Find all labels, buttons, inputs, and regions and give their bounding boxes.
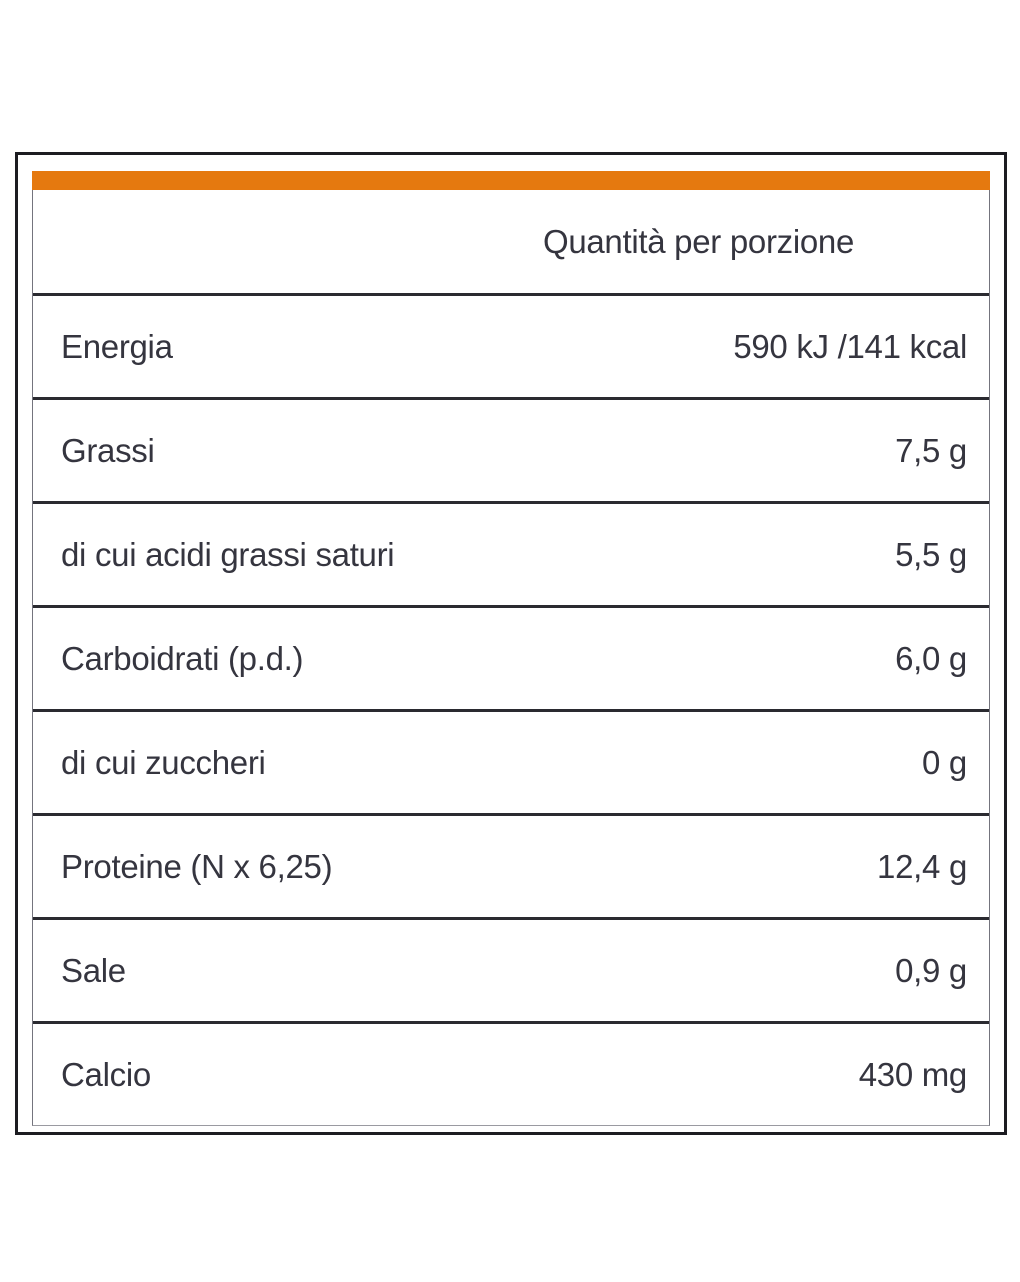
nutrient-row: Calcio 430 mg (33, 1021, 989, 1125)
nutrient-value: 590 kJ /141 kcal (733, 327, 967, 365)
accent-bar (32, 171, 990, 190)
nutrient-label: Sale (61, 951, 126, 989)
nutrient-label: di cui zuccheri (61, 743, 266, 781)
nutrient-value: 0,9 g (895, 951, 967, 989)
nutrient-row: di cui acidi grassi saturi 5,5 g (33, 501, 989, 605)
nutrient-row: Carboidrati (p.d.) 6,0 g (33, 605, 989, 709)
nutrient-label: Energia (61, 327, 173, 365)
nutrient-label: Proteine (N x 6,25) (61, 847, 333, 885)
nutrient-value: 0 g (922, 743, 967, 781)
nutrition-table-body: Quantità per porzione Energia 590 kJ /14… (32, 190, 990, 1126)
nutrient-row: Energia 590 kJ /141 kcal (33, 293, 989, 397)
column-header-quantity-per-serving: Quantità per porzione (542, 222, 855, 260)
nutrition-table: Quantità per porzione Energia 590 kJ /14… (15, 152, 1007, 1135)
nutrient-rows: Energia 590 kJ /141 kcal Grassi 7,5 g di… (33, 293, 989, 1125)
nutrient-value: 7,5 g (895, 431, 967, 469)
nutrient-value: 5,5 g (895, 535, 967, 573)
nutrient-label: Carboidrati (p.d.) (61, 639, 304, 677)
nutrient-label: Grassi (61, 431, 155, 469)
nutrient-value: 430 mg (858, 1055, 968, 1093)
nutrient-row: Grassi 7,5 g (33, 397, 989, 501)
table-header-row: Quantità per porzione (33, 190, 989, 293)
nutrient-row: di cui zuccheri 0 g (33, 709, 989, 813)
nutrient-label: di cui acidi grassi saturi (61, 535, 395, 573)
nutrient-row: Sale 0,9 g (33, 917, 989, 1021)
nutrient-value: 6,0 g (895, 639, 967, 677)
nutrient-value: 12,4 g (877, 847, 967, 885)
nutrient-row: Proteine (N x 6,25) 12,4 g (33, 813, 989, 917)
nutrient-label: Calcio (61, 1055, 151, 1093)
